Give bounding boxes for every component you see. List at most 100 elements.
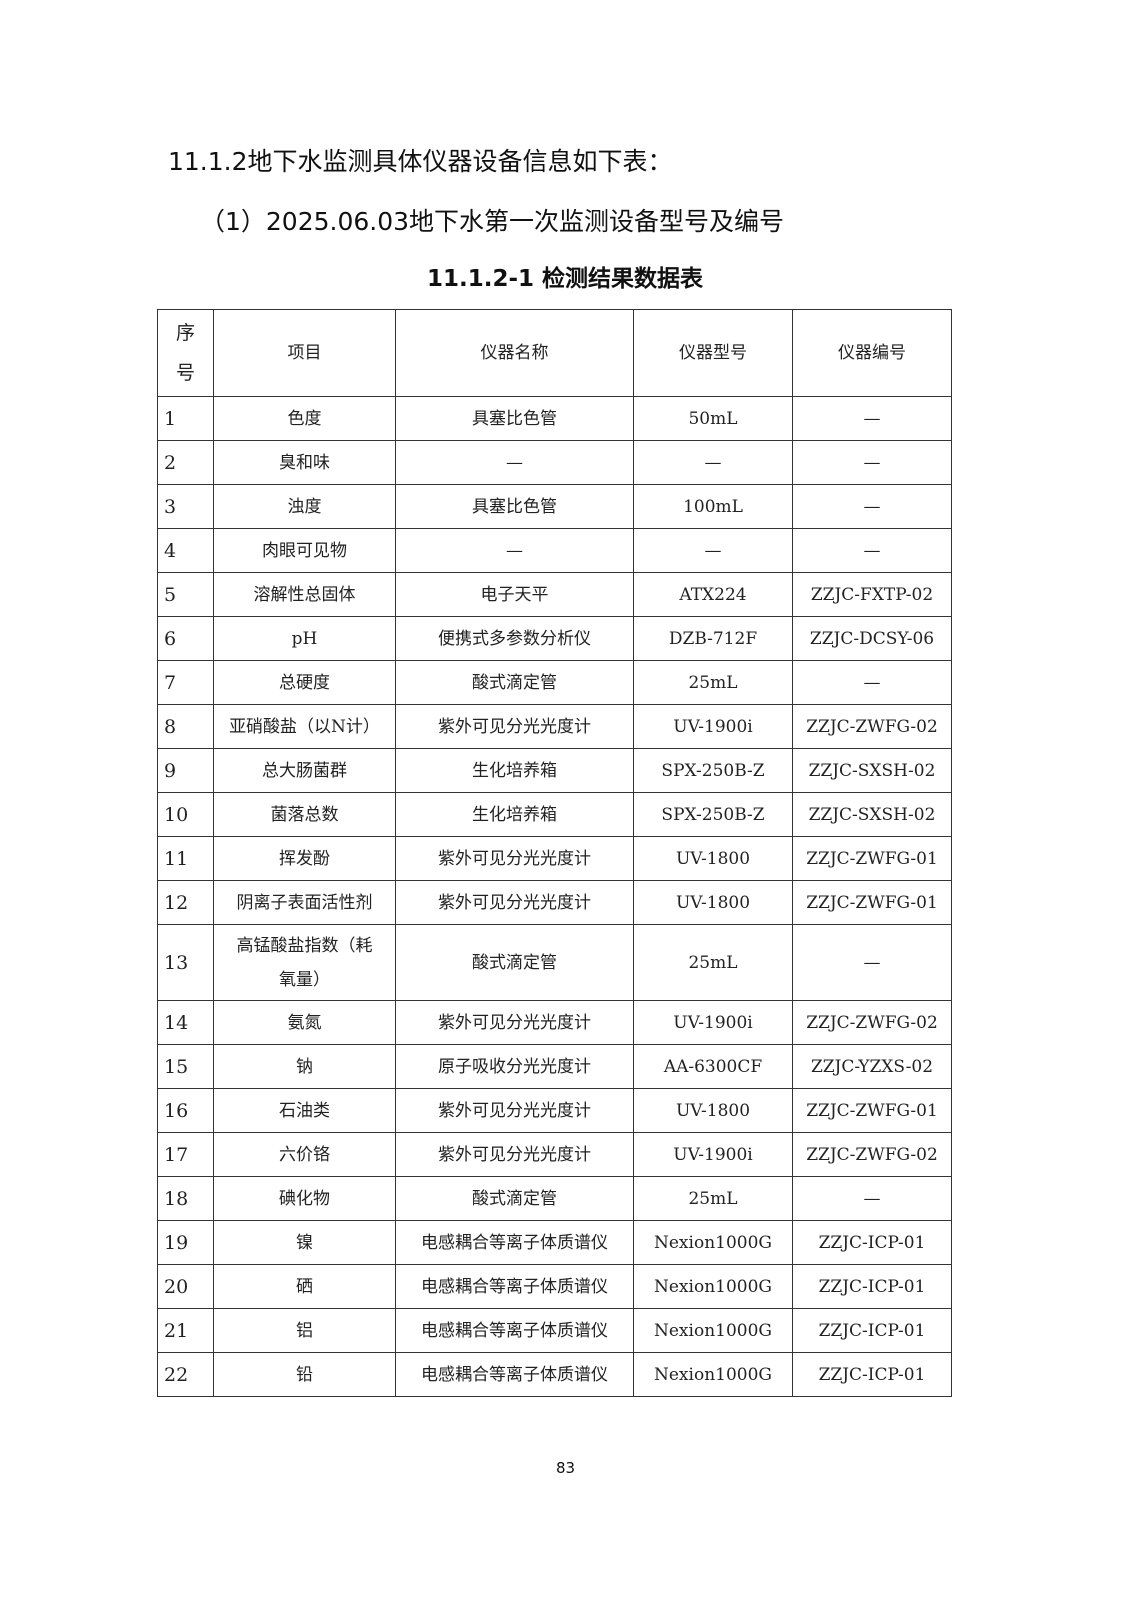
cell-instrument-model: SPX-250B-Z <box>633 792 793 837</box>
cell-instrument-id: — <box>792 1176 952 1221</box>
cell-instrument-name: 酸式滴定管 <box>395 924 634 1001</box>
cell-instrument-model: UV-1800 <box>633 836 793 881</box>
cell-instrument-id: — <box>792 484 952 529</box>
cell-instrument-name: 酸式滴定管 <box>395 1176 634 1221</box>
cell-index: 11 <box>157 836 214 881</box>
cell-index: 8 <box>157 704 214 749</box>
table-row: 9 总大肠菌群 生化培养箱 SPX-250B-Z ZZJC-SXSH-02 <box>157 748 952 793</box>
cell-instrument-id: — <box>792 924 952 1001</box>
cell-instrument-id: ZZJC-SXSH-02 <box>792 792 952 837</box>
cell-item: 溶解性总固体 <box>213 572 396 617</box>
cell-instrument-model: 50mL <box>633 396 793 441</box>
cell-index: 12 <box>157 880 214 925</box>
cell-instrument-model: SPX-250B-Z <box>633 748 793 793</box>
cell-instrument-model: 25mL <box>633 924 793 1001</box>
cell-instrument-id: — <box>792 396 952 441</box>
section-heading: 11.1.2地下水监测具体仪器设备信息如下表： <box>168 147 673 176</box>
cell-instrument-name: 电感耦合等离子体质谱仪 <box>395 1220 634 1265</box>
cell-instrument-id: ZZJC-ZWFG-02 <box>792 704 952 749</box>
cell-index: 1 <box>157 396 214 441</box>
table-row: 16 石油类 紫外可见分光光度计 UV-1800 ZZJC-ZWFG-01 <box>157 1088 952 1133</box>
cell-instrument-model: ATX224 <box>633 572 793 617</box>
cell-instrument-id: ZZJC-ICP-01 <box>792 1308 952 1353</box>
header-instrument-id: 仪器编号 <box>792 309 952 397</box>
cell-item: 阴离子表面活性剂 <box>213 880 396 925</box>
cell-instrument-model: UV-1900i <box>633 1132 793 1177</box>
cell-instrument-name: 电感耦合等离子体质谱仪 <box>395 1308 634 1353</box>
cell-item: 色度 <box>213 396 396 441</box>
cell-instrument-model: Nexion1000G <box>633 1308 793 1353</box>
table-row: 13 高锰酸盐指数（耗氧量） 酸式滴定管 25mL — <box>157 924 952 1001</box>
cell-instrument-id: — <box>792 528 952 573</box>
cell-instrument-name: 紫外可见分光光度计 <box>395 836 634 881</box>
cell-instrument-id: ZZJC-ICP-01 <box>792 1352 952 1397</box>
cell-item: 高锰酸盐指数（耗氧量） <box>213 924 396 1001</box>
cell-instrument-id: ZZJC-FXTP-02 <box>792 572 952 617</box>
cell-item: 亚硝酸盐（以N计） <box>213 704 396 749</box>
cell-instrument-name: — <box>395 440 634 485</box>
cell-instrument-name: 生化培养箱 <box>395 748 634 793</box>
cell-instrument-model: Nexion1000G <box>633 1220 793 1265</box>
table-row: 18 碘化物 酸式滴定管 25mL — <box>157 1176 952 1221</box>
cell-item: 浊度 <box>213 484 396 529</box>
cell-item: 总硬度 <box>213 660 396 705</box>
table-row: 12 阴离子表面活性剂 紫外可见分光光度计 UV-1800 ZZJC-ZWFG-01 <box>157 880 952 925</box>
page-number: 83 <box>555 1459 576 1477</box>
cell-item: 挥发酚 <box>213 836 396 881</box>
cell-instrument-name: 电感耦合等离子体质谱仪 <box>395 1352 634 1397</box>
cell-instrument-id: ZZJC-ICP-01 <box>792 1264 952 1309</box>
cell-instrument-id: ZZJC-ZWFG-01 <box>792 836 952 881</box>
cell-instrument-id: — <box>792 660 952 705</box>
cell-instrument-model: UV-1800 <box>633 1088 793 1133</box>
cell-instrument-name: 紫外可见分光光度计 <box>395 704 634 749</box>
cell-index: 17 <box>157 1132 214 1177</box>
cell-instrument-model: 25mL <box>633 1176 793 1221</box>
table-row: 3 浊度 具塞比色管 100mL — <box>157 484 952 529</box>
cell-index: 3 <box>157 484 214 529</box>
cell-item: 铅 <box>213 1352 396 1397</box>
table-row: 11 挥发酚 紫外可见分光光度计 UV-1800 ZZJC-ZWFG-01 <box>157 836 952 881</box>
cell-index: 21 <box>157 1308 214 1353</box>
cell-instrument-model: AA-6300CF <box>633 1044 793 1089</box>
cell-instrument-id: ZZJC-SXSH-02 <box>792 748 952 793</box>
cell-instrument-model: — <box>633 528 793 573</box>
cell-index: 2 <box>157 440 214 485</box>
cell-instrument-model: 100mL <box>633 484 793 529</box>
header-instrument-model: 仪器型号 <box>633 309 793 397</box>
cell-instrument-name: 电子天平 <box>395 572 634 617</box>
cell-item: 铝 <box>213 1308 396 1353</box>
cell-index: 20 <box>157 1264 214 1309</box>
cell-index: 14 <box>157 1000 214 1045</box>
header-index: 序号 <box>157 309 214 397</box>
cell-instrument-model: Nexion1000G <box>633 1264 793 1309</box>
table-row: 4 肉眼可见物 — — — <box>157 528 952 573</box>
cell-instrument-name: 酸式滴定管 <box>395 660 634 705</box>
cell-item: 硒 <box>213 1264 396 1309</box>
cell-instrument-name: 紫外可见分光光度计 <box>395 1132 634 1177</box>
header-instrument-name: 仪器名称 <box>395 309 634 397</box>
table-row: 1 色度 具塞比色管 50mL — <box>157 396 952 441</box>
cell-item: 臭和味 <box>213 440 396 485</box>
cell-instrument-name: 紫外可见分光光度计 <box>395 1088 634 1133</box>
cell-instrument-name: — <box>395 528 634 573</box>
table-row: 14 氨氮 紫外可见分光光度计 UV-1900i ZZJC-ZWFG-02 <box>157 1000 952 1045</box>
cell-instrument-name: 具塞比色管 <box>395 396 634 441</box>
cell-index: 5 <box>157 572 214 617</box>
cell-instrument-name: 生化培养箱 <box>395 792 634 837</box>
cell-instrument-name: 原子吸收分光光度计 <box>395 1044 634 1089</box>
cell-item: 总大肠菌群 <box>213 748 396 793</box>
table-row: 19 镍电感耦合等离子体质谱仪 Nexion1000G ZZJC-ICP-01 <box>157 1220 952 1265</box>
cell-instrument-model: DZB-712F <box>633 616 793 661</box>
header-index-label: 序号 <box>175 322 195 384</box>
cell-index: 6 <box>157 616 214 661</box>
cell-instrument-name: 便携式多参数分析仪 <box>395 616 634 661</box>
cell-instrument-id: ZZJC-ZWFG-01 <box>792 880 952 925</box>
cell-index: 13 <box>157 924 214 1001</box>
cell-instrument-id: ZZJC-DCSY-06 <box>792 616 952 661</box>
cell-instrument-model: — <box>633 440 793 485</box>
table-row: 20 硒电感耦合等离子体质谱仪 Nexion1000G ZZJC-ICP-01 <box>157 1264 952 1309</box>
cell-index: 4 <box>157 528 214 573</box>
cell-index: 22 <box>157 1352 214 1397</box>
cell-index: 10 <box>157 792 214 837</box>
cell-instrument-id: ZZJC-ZWFG-01 <box>792 1088 952 1133</box>
